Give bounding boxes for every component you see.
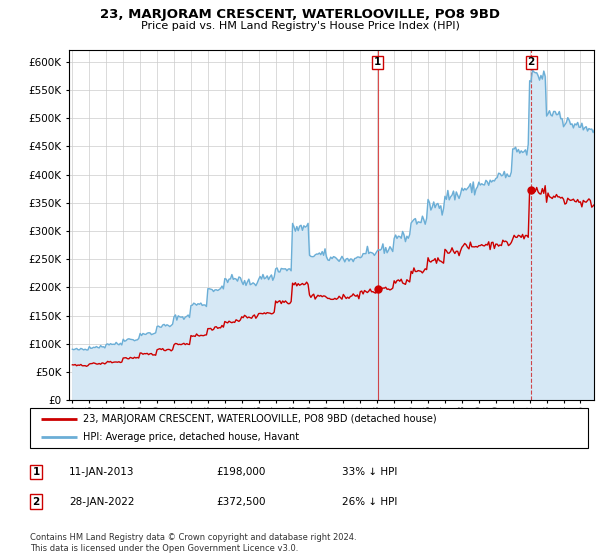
Text: 1: 1 <box>374 58 382 67</box>
Text: £372,500: £372,500 <box>216 497 265 507</box>
Text: 23, MARJORAM CRESCENT, WATERLOOVILLE, PO8 9BD (detached house): 23, MARJORAM CRESCENT, WATERLOOVILLE, PO… <box>83 414 437 423</box>
Text: Price paid vs. HM Land Registry's House Price Index (HPI): Price paid vs. HM Land Registry's House … <box>140 21 460 31</box>
Text: 26% ↓ HPI: 26% ↓ HPI <box>342 497 397 507</box>
Text: Contains HM Land Registry data © Crown copyright and database right 2024.
This d: Contains HM Land Registry data © Crown c… <box>30 533 356 553</box>
Text: 1: 1 <box>32 467 40 477</box>
Text: 11-JAN-2013: 11-JAN-2013 <box>69 467 134 477</box>
Text: 28-JAN-2022: 28-JAN-2022 <box>69 497 134 507</box>
Text: 23, MARJORAM CRESCENT, WATERLOOVILLE, PO8 9BD: 23, MARJORAM CRESCENT, WATERLOOVILLE, PO… <box>100 8 500 21</box>
Text: 2: 2 <box>32 497 40 507</box>
Text: 33% ↓ HPI: 33% ↓ HPI <box>342 467 397 477</box>
Text: 2: 2 <box>527 58 535 67</box>
Text: HPI: Average price, detached house, Havant: HPI: Average price, detached house, Hava… <box>83 432 299 442</box>
Text: £198,000: £198,000 <box>216 467 265 477</box>
